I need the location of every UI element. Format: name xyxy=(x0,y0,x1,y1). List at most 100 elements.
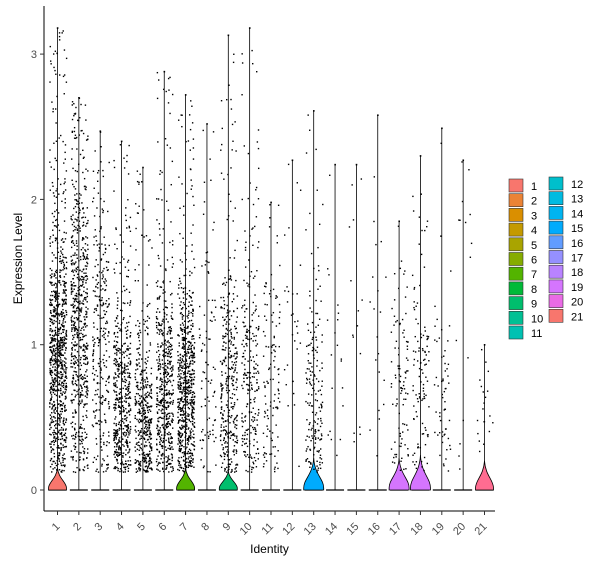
point xyxy=(230,434,232,437)
point xyxy=(85,313,87,316)
point xyxy=(188,427,190,429)
point xyxy=(51,330,54,332)
point xyxy=(52,350,55,352)
point xyxy=(51,315,54,317)
point xyxy=(171,403,174,405)
point xyxy=(53,275,55,277)
point xyxy=(129,460,132,462)
point xyxy=(114,372,116,374)
point xyxy=(228,367,231,370)
point xyxy=(226,431,228,434)
point xyxy=(178,462,180,465)
point xyxy=(182,459,185,462)
point xyxy=(163,372,165,374)
point xyxy=(113,436,116,439)
point xyxy=(317,437,320,439)
point xyxy=(129,361,132,363)
point xyxy=(126,261,129,263)
point xyxy=(306,435,308,437)
point xyxy=(166,259,169,261)
point xyxy=(158,257,160,260)
point xyxy=(116,361,119,363)
point xyxy=(179,259,182,261)
point xyxy=(58,355,61,357)
point xyxy=(256,389,258,391)
point xyxy=(202,439,205,442)
point xyxy=(189,436,191,438)
point xyxy=(94,229,96,231)
point xyxy=(183,331,186,333)
point xyxy=(114,398,117,401)
point xyxy=(257,370,259,373)
point xyxy=(231,468,233,471)
point xyxy=(121,420,124,423)
point xyxy=(254,390,256,393)
point xyxy=(128,374,130,377)
point xyxy=(72,320,75,323)
point xyxy=(86,275,88,278)
point xyxy=(150,458,152,460)
point xyxy=(265,286,267,288)
point xyxy=(97,263,99,266)
point xyxy=(58,320,61,322)
point xyxy=(192,315,194,317)
point xyxy=(115,407,117,410)
point xyxy=(104,289,106,292)
point xyxy=(74,321,76,324)
point xyxy=(187,464,190,466)
point xyxy=(72,383,74,386)
point xyxy=(184,416,186,419)
point xyxy=(192,391,195,393)
point xyxy=(161,445,163,447)
point xyxy=(170,463,172,465)
point xyxy=(222,413,224,415)
point xyxy=(190,380,192,382)
point xyxy=(102,175,105,178)
point xyxy=(142,419,145,421)
point xyxy=(252,244,254,246)
point xyxy=(92,336,94,338)
point xyxy=(78,388,80,390)
point xyxy=(200,387,203,390)
point xyxy=(83,404,86,406)
point xyxy=(86,254,89,256)
point xyxy=(72,399,75,401)
point xyxy=(101,403,103,405)
point xyxy=(251,314,253,316)
point xyxy=(56,304,58,306)
point xyxy=(72,262,74,264)
point xyxy=(155,316,158,318)
point xyxy=(101,401,104,404)
point xyxy=(193,356,196,358)
point xyxy=(52,309,55,311)
point xyxy=(180,410,182,412)
point xyxy=(161,320,164,322)
point xyxy=(74,252,76,254)
point xyxy=(115,424,118,427)
point xyxy=(321,435,323,437)
point xyxy=(82,333,84,336)
point xyxy=(78,220,81,222)
point xyxy=(258,325,260,328)
point xyxy=(317,380,320,383)
point xyxy=(116,443,118,446)
point xyxy=(149,386,151,389)
point xyxy=(236,331,238,334)
point xyxy=(191,105,193,107)
point xyxy=(232,420,235,423)
point xyxy=(183,451,185,453)
point xyxy=(122,433,125,435)
point xyxy=(190,348,192,350)
point xyxy=(192,459,194,461)
point xyxy=(187,325,189,328)
point xyxy=(129,245,132,247)
point xyxy=(52,385,55,388)
point xyxy=(206,396,209,398)
point xyxy=(61,253,64,256)
point xyxy=(74,285,77,287)
point xyxy=(50,385,53,388)
point xyxy=(80,248,83,251)
point xyxy=(143,437,146,440)
point xyxy=(128,451,130,453)
point xyxy=(52,360,54,362)
